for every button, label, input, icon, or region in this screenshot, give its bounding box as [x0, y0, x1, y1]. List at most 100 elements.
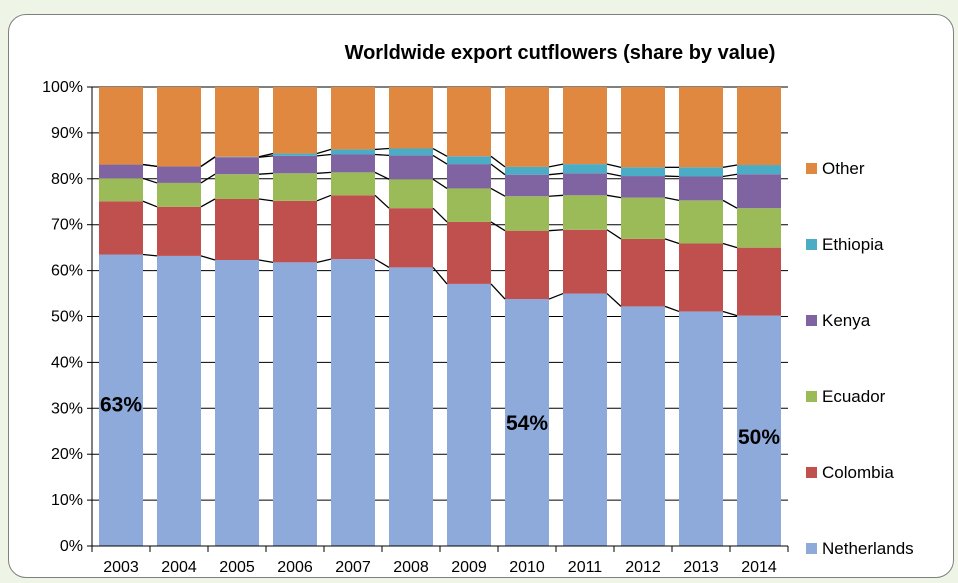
x-tick-label: 2007 [335, 559, 371, 576]
series-connector-line [664, 196, 680, 202]
series-connector-line [374, 171, 390, 180]
bar-segment [215, 198, 259, 261]
bar-segment [563, 229, 607, 294]
bar-segment [273, 155, 317, 174]
bar-segment [563, 173, 607, 196]
series-connector-line [374, 258, 390, 268]
series-connector-line [316, 153, 332, 157]
bar-segment [157, 166, 201, 183]
bar-segment [447, 164, 491, 189]
bar-segment [157, 206, 201, 256]
bar-segment [621, 176, 665, 198]
legend-item: Ethiopia [806, 235, 884, 254]
series-connector-line [548, 292, 564, 300]
y-tick-label: 100% [42, 79, 83, 96]
y-tick-label: 40% [51, 354, 83, 371]
series-connector-line [374, 194, 390, 209]
x-tick-label: 2010 [509, 559, 545, 576]
series-connector-line [664, 238, 680, 245]
x-tick-label: 2011 [568, 559, 603, 576]
bar-segment [737, 247, 781, 316]
x-tick-label: 2004 [161, 559, 197, 576]
bar-segment [621, 238, 665, 307]
bar-segment [621, 197, 665, 239]
bar-segment [99, 178, 143, 202]
bar-segment [389, 267, 433, 546]
y-tick-label: 20% [51, 446, 83, 463]
series-connector-line [722, 164, 738, 168]
bar-segment [563, 164, 607, 174]
bar-segment [563, 87, 607, 165]
bar-segment [679, 176, 723, 201]
x-tick-label: 2013 [683, 559, 719, 576]
bar-segment [157, 255, 201, 547]
bar-segment [331, 172, 375, 196]
bar-segment [331, 149, 375, 155]
x-tick-label: 2003 [103, 559, 139, 576]
bar-segment [273, 262, 317, 546]
data-label: 54% [506, 412, 548, 435]
bar-segment [737, 165, 781, 175]
bar-segment [621, 87, 665, 168]
series-connector-line [548, 163, 564, 168]
x-tick-label: 2006 [277, 559, 313, 576]
bar-segment [273, 87, 317, 154]
series-connector-line [606, 172, 622, 177]
legend-swatch [806, 543, 817, 554]
series-connector-line [606, 229, 622, 240]
series-connector-line [258, 198, 274, 202]
series-connector-line [722, 199, 738, 209]
legend-item: Kenya [806, 311, 871, 330]
series-connector-line [432, 154, 448, 165]
legend-item: Ecuador [806, 387, 886, 406]
legend-swatch [806, 239, 817, 250]
bar-segment [679, 311, 723, 546]
bar-segment [215, 174, 259, 199]
bar-segment [737, 174, 781, 209]
series-connector-line [142, 177, 158, 184]
bar-segment [99, 87, 143, 165]
y-tick-label: 70% [51, 217, 83, 234]
bar-segment [215, 87, 259, 157]
bar-segment [99, 164, 143, 179]
legend-item: Colombia [806, 463, 894, 482]
x-tick-label: 2012 [625, 559, 661, 576]
series-connector-line [316, 148, 332, 155]
series-connector-line [490, 221, 506, 232]
legend-swatch [806, 163, 817, 174]
y-tick-label: 80% [51, 171, 83, 188]
legend-label: Netherlands [822, 539, 914, 558]
x-tick-label: 2014 [741, 559, 777, 576]
bar-segment [157, 182, 201, 207]
series-connector-line [548, 194, 564, 197]
legend-label: Other [822, 159, 865, 178]
y-tick-label: 10% [51, 492, 83, 509]
bar-segment [331, 259, 375, 546]
legend-label: Colombia [822, 463, 894, 482]
legend-label: Ethiopia [822, 235, 884, 254]
y-tick-label: 60% [51, 263, 83, 280]
series-connector-line [316, 171, 332, 174]
series-connector-line [258, 152, 274, 158]
series-connector-line [316, 258, 332, 263]
bar-segment [679, 167, 723, 177]
bar-segment [621, 306, 665, 546]
legend-label: Kenya [822, 311, 871, 330]
series-connector-line [142, 253, 158, 257]
legend-item: Netherlands [806, 539, 914, 558]
bar-segment [215, 260, 259, 546]
series-connector-line [722, 242, 738, 249]
bar-segment [447, 87, 491, 157]
bar-segment [273, 200, 317, 263]
bar-segment [331, 195, 375, 260]
bar-segment [447, 221, 491, 284]
bar-segment [679, 243, 723, 312]
series-connector-line [490, 187, 506, 197]
legend: Other Ethiopia Kenya Ecuador Colombia Netherl… [806, 159, 914, 558]
series-connector-line [316, 194, 332, 202]
bar-segment [563, 195, 607, 230]
legend-label: Ecuador [822, 387, 886, 406]
bar-segment [331, 154, 375, 173]
data-label: 50% [738, 426, 780, 449]
